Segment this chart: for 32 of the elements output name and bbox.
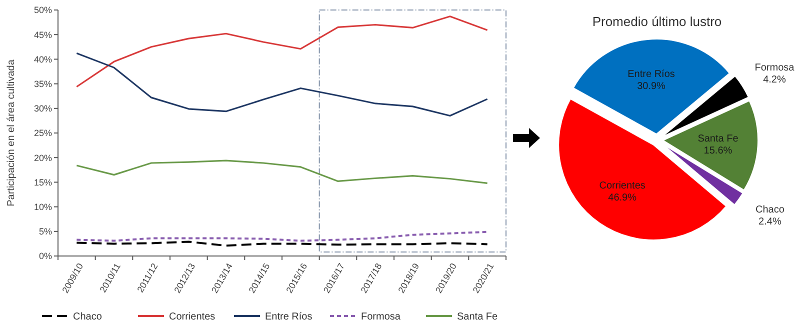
data-label: 4.2% xyxy=(763,74,786,86)
chart-title: Promedio último lustro xyxy=(592,14,722,29)
legend-label: Formosa xyxy=(361,312,401,322)
line-series xyxy=(76,230,488,242)
line-series xyxy=(76,52,488,117)
slice-label: Formosa xyxy=(754,62,795,74)
data-label: 46.9% xyxy=(608,192,637,204)
slice-label: Santa Fe xyxy=(698,134,739,145)
y-tick-label: 10% xyxy=(34,202,52,212)
line-series xyxy=(76,160,488,184)
y-tick-label: 50% xyxy=(34,5,52,16)
data-label: 15.6% xyxy=(704,146,732,157)
y-tick-label: 40% xyxy=(34,54,52,64)
line-series xyxy=(76,16,488,88)
legend-label: Santa Fe xyxy=(457,312,498,322)
y-tick-label: 30% xyxy=(34,104,52,114)
y-tick-label: 5% xyxy=(38,226,52,237)
data-label: 2.4% xyxy=(758,216,782,228)
y-tick-label: 25% xyxy=(34,128,52,138)
y-tick-label: 45% xyxy=(34,30,52,40)
legend-label: Entre Ríos xyxy=(265,312,312,322)
slice-label: Chaco xyxy=(756,204,785,216)
y-axis-title: Participación en el área cultivada xyxy=(6,59,17,206)
y-tick-label: 20% xyxy=(34,152,52,163)
y-tick-label: 15% xyxy=(34,177,52,188)
y-tick-label: 0% xyxy=(38,251,52,262)
legend-label: Corrientes xyxy=(169,312,216,322)
slice-label: Corrientes xyxy=(599,180,646,192)
slice-label: Entre Ríos xyxy=(628,69,675,80)
data-label: 30.9% xyxy=(637,81,666,92)
legend-label: Chaco xyxy=(73,312,102,322)
y-tick-label: 35% xyxy=(34,78,52,89)
